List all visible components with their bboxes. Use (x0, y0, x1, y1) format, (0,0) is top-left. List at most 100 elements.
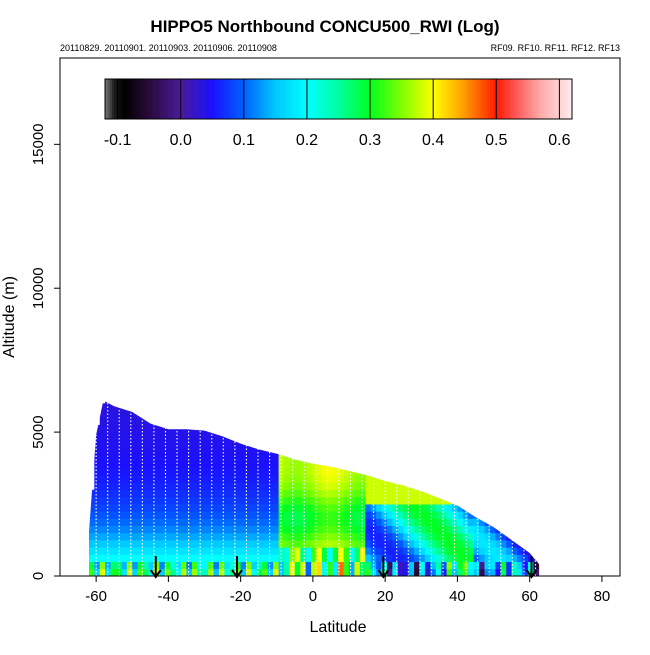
curtain-cell (262, 482, 269, 491)
curtain-cell (441, 540, 447, 548)
colorbar-segment (182, 79, 185, 119)
curtain-cell (386, 540, 393, 548)
curtain-cell (495, 532, 502, 541)
curtain-cell (256, 475, 263, 483)
colorbar-segment (261, 79, 265, 119)
curtain-cell (164, 432, 171, 440)
curtain-cell (479, 561, 485, 570)
curtain-cell (343, 518, 350, 527)
curtain-cell (441, 525, 447, 534)
colorbar-segment (420, 79, 423, 119)
curtain-cell (181, 532, 187, 541)
curtain-cell (164, 540, 171, 548)
y-axis: 0 5000 10000 15000 (30, 123, 60, 580)
curtain-cell (143, 453, 149, 462)
curtain-cell (327, 547, 334, 555)
curtain-cell (224, 518, 231, 527)
curtain-cell (305, 504, 312, 512)
curtain-cell (99, 403, 106, 411)
curtain-cell (148, 518, 155, 527)
colorbar-segment (562, 79, 566, 119)
curtain-cell (473, 568, 480, 576)
curtain-cell (181, 496, 187, 505)
curtain-cell (170, 554, 177, 563)
colorbar-segment (298, 79, 302, 119)
curtain-cell (332, 468, 339, 476)
curtain-cell (116, 504, 122, 512)
curtain-cell (392, 532, 399, 541)
colorbar-segment (508, 79, 512, 119)
curtain-cell (148, 540, 155, 548)
curtain-cell (316, 482, 323, 491)
curtain-cell (143, 547, 149, 555)
flight-boundary-arrow (525, 556, 538, 579)
curtain-cell (441, 568, 447, 576)
curtain-cell (500, 554, 507, 563)
colorbar-segment (565, 79, 568, 119)
colorbar-segment (534, 79, 538, 119)
curtain-cell (148, 417, 155, 426)
curtain-cell (224, 453, 231, 462)
curtain-cell (359, 554, 366, 563)
curtain-cell (294, 460, 301, 469)
curtain-cell (343, 561, 350, 570)
curtain-cell (218, 460, 225, 469)
curtain-cell (408, 518, 415, 527)
curtain-cell (262, 547, 269, 555)
curtain-cell (175, 432, 182, 440)
curtain-cell (522, 554, 529, 563)
curtain-cell (381, 496, 388, 505)
curtain-cell (500, 547, 507, 555)
curtain-cell (246, 468, 252, 476)
curtain-cell (251, 540, 258, 548)
curtain-cell (110, 554, 117, 563)
curtain-cell (321, 561, 328, 570)
y-axis-label: Altitude (m) (1, 276, 18, 358)
curtain-cell (153, 496, 160, 505)
curtain-cell (316, 489, 323, 498)
curtain-cell (137, 568, 144, 576)
curtain-cell (354, 540, 361, 548)
curtain-cell (197, 496, 204, 505)
curtain-cell (137, 453, 144, 462)
curtain-cell (159, 432, 166, 440)
curtain-cell (186, 439, 193, 447)
curtain-cell (354, 482, 361, 491)
colorbar-segment (546, 79, 549, 119)
curtain-cell (267, 518, 274, 527)
curtain-cell (419, 489, 426, 498)
colorbar-segment (107, 79, 110, 119)
curtain-cell (170, 504, 177, 512)
curtain-cell (397, 540, 404, 548)
colorbar-segment (212, 79, 216, 119)
curtain-cell (110, 460, 117, 469)
curtain-cell (435, 504, 442, 512)
curtain-cell (235, 532, 242, 541)
curtain-cell (110, 417, 117, 426)
curtain-cell (403, 568, 410, 576)
curtain-cell (419, 561, 426, 570)
colorbar-segment (401, 79, 405, 119)
curtain-cell (414, 525, 420, 534)
colorbar-segment (322, 79, 325, 119)
curtain-cell (305, 540, 312, 548)
curtain-cell (386, 568, 393, 576)
curtain-cell (289, 489, 296, 498)
curtain-cell (153, 446, 160, 455)
curtain-cell (262, 475, 269, 483)
curtain-cell (332, 496, 339, 505)
curtain-cell (143, 496, 149, 505)
curtain-cell (88, 489, 95, 498)
curtain-cell (153, 554, 160, 563)
curtain-cell (181, 511, 187, 519)
curtain-cell (191, 511, 198, 519)
curtain-cell (273, 453, 279, 462)
curtain-cell (246, 532, 252, 541)
curtain-cell (316, 496, 323, 505)
curtain-cell (500, 561, 507, 570)
curtain-cell (121, 561, 128, 570)
curtain-cell (181, 439, 187, 447)
curtain-cell (186, 525, 193, 534)
curtain-cell (267, 446, 274, 455)
curtain-cell (235, 475, 242, 483)
